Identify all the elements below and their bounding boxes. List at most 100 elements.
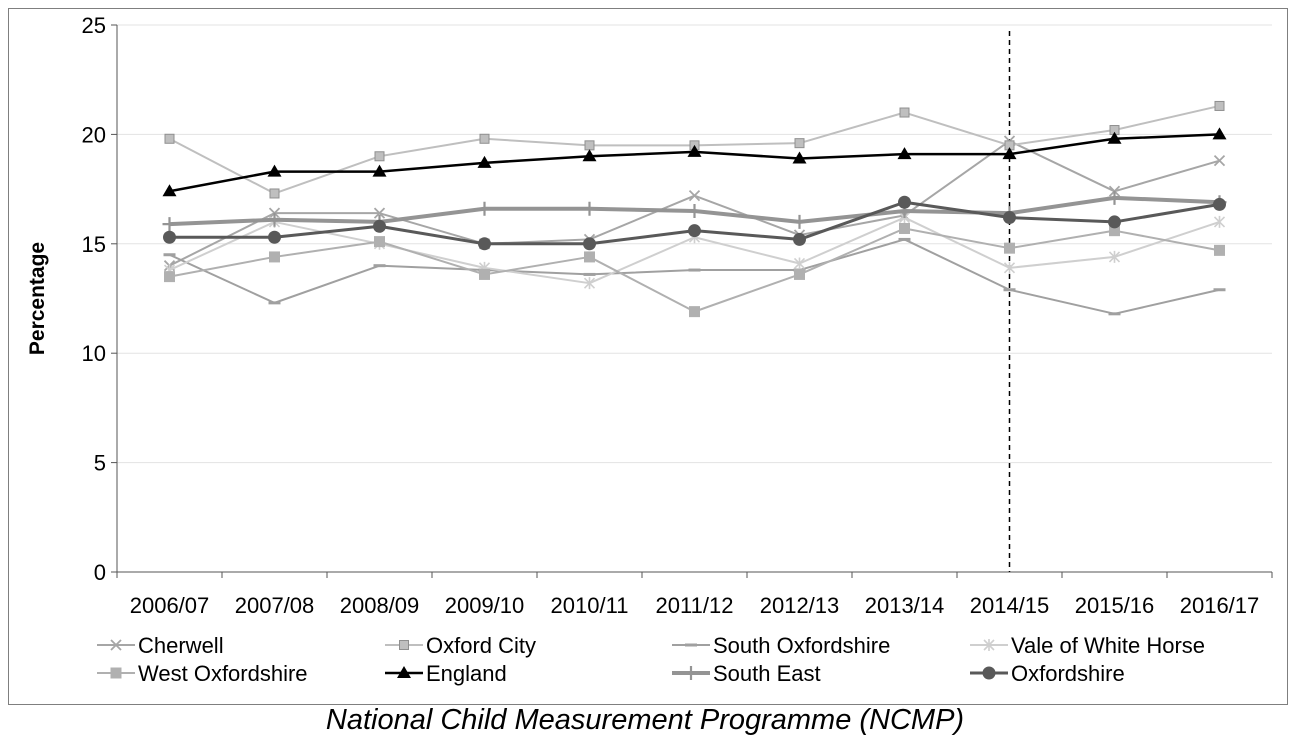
legend-label: Vale of White Horse <box>1011 633 1205 658</box>
y-tick-label: 20 <box>82 122 106 147</box>
data-point <box>687 203 702 218</box>
data-point <box>269 251 280 263</box>
data-point <box>267 212 282 227</box>
legend-entry-cherwell: Cherwell <box>97 633 224 658</box>
y-axis-ticks: 0 5 10 15 20 25 <box>82 13 117 585</box>
data-point <box>478 237 491 251</box>
y-tick-label: 25 <box>82 13 106 38</box>
data-point <box>1003 261 1016 274</box>
legend: Cherwell Oxford City South Oxfordshire Vale… <box>97 633 1205 686</box>
data-point <box>899 222 910 234</box>
legend-entry-oxford-city: Oxford City <box>385 633 536 658</box>
data-point <box>1002 147 1017 160</box>
data-point <box>582 201 597 216</box>
series-line-cherwell <box>169 139 1220 267</box>
legend-entry-west-oxfordshire: West Oxfordshire <box>97 661 308 686</box>
legend-label: England <box>426 661 507 686</box>
x-tick-label: 2006/07 <box>130 593 210 618</box>
data-point <box>164 133 175 144</box>
data-point <box>268 230 281 244</box>
x-tick-label: 2013/14 <box>865 593 945 618</box>
legend-marker <box>982 666 996 680</box>
legend-label: West Oxfordshire <box>138 661 308 686</box>
gridlines <box>117 24 1272 464</box>
x-tick-label: 2009/10 <box>445 593 525 618</box>
x-tick-label: 2007/08 <box>235 593 315 618</box>
data-point <box>1213 215 1226 228</box>
legend-entry-england: England <box>385 661 507 686</box>
data-point <box>688 190 701 202</box>
data-point <box>1003 211 1016 225</box>
data-point <box>1109 225 1120 237</box>
data-point <box>1212 127 1227 140</box>
data-point <box>1108 215 1121 229</box>
data-point <box>1107 131 1122 144</box>
legend-entry-south-oxfordshire: South Oxfordshire <box>672 633 890 658</box>
x-tick-label: 2012/13 <box>760 593 840 618</box>
data-point <box>583 277 596 290</box>
legend-label: South East <box>713 661 821 686</box>
y-tick-label: 10 <box>82 341 106 366</box>
x-axis-ticks: 2006/07 2007/08 2008/09 2009/10 2010/11 2011/… <box>116 572 1273 618</box>
x-tick-label: 2015/16 <box>1075 593 1155 618</box>
data-point <box>793 257 806 270</box>
legend-marker <box>983 639 995 651</box>
data-point <box>582 149 597 162</box>
data-point <box>688 224 701 238</box>
data-point <box>477 201 492 216</box>
series-oxfordshire <box>163 195 1226 251</box>
legend-marker <box>110 667 122 679</box>
y-tick-label: 15 <box>82 232 106 257</box>
legend-marker <box>684 666 698 680</box>
y-axis-label-group: Percentage <box>26 242 49 355</box>
legend-marker <box>399 640 409 650</box>
data-point <box>1214 100 1225 111</box>
data-point <box>898 195 911 209</box>
data-point <box>477 155 492 168</box>
data-point <box>267 164 282 177</box>
x-tick-label: 2008/09 <box>340 593 420 618</box>
chart-frame <box>8 8 1288 705</box>
data-point <box>163 230 176 244</box>
data-point <box>1108 250 1121 263</box>
data-point <box>584 140 595 151</box>
data-point <box>899 107 910 118</box>
series-west-oxfordshire <box>164 222 1225 318</box>
x-tick-label: 2016/17 <box>1180 593 1260 618</box>
data-point <box>1213 155 1226 167</box>
data-point <box>479 268 490 280</box>
legend-entry-vale-of-white-horse: Vale of White Horse <box>970 633 1205 658</box>
x-tick-label: 2014/15 <box>970 593 1050 618</box>
data-point <box>792 214 807 229</box>
y-tick-label: 5 <box>94 451 106 476</box>
data-point <box>689 306 700 318</box>
legend-label: Oxford City <box>426 633 536 658</box>
series-line-south-oxfordshire <box>169 238 1220 315</box>
x-tick-label: 2011/12 <box>656 593 734 618</box>
series-england <box>162 127 1227 197</box>
data-point <box>162 217 177 232</box>
data-point <box>1004 242 1015 254</box>
chart-caption: National Child Measurement Programme (NC… <box>325 704 965 736</box>
data-point <box>897 147 912 160</box>
data-point <box>374 236 385 248</box>
data-point <box>1214 244 1225 256</box>
legend-label: Cherwell <box>138 633 224 658</box>
data-point <box>794 138 805 149</box>
legend-label: Oxfordshire <box>1011 661 1125 686</box>
data-point <box>373 207 386 219</box>
data-point <box>1107 190 1122 205</box>
legend-label: South Oxfordshire <box>713 633 890 658</box>
legend-marker <box>397 666 411 678</box>
data-point <box>584 251 595 263</box>
legend-entry-south-east: South East <box>672 661 821 686</box>
data-point <box>793 232 806 246</box>
data-point <box>269 188 280 199</box>
series-group <box>162 100 1227 318</box>
data-point <box>373 219 386 233</box>
x-tick-label: 2010/11 <box>551 593 629 618</box>
y-axis-label: Percentage <box>26 242 49 355</box>
data-point <box>1213 197 1226 211</box>
legend-marker <box>110 639 122 651</box>
